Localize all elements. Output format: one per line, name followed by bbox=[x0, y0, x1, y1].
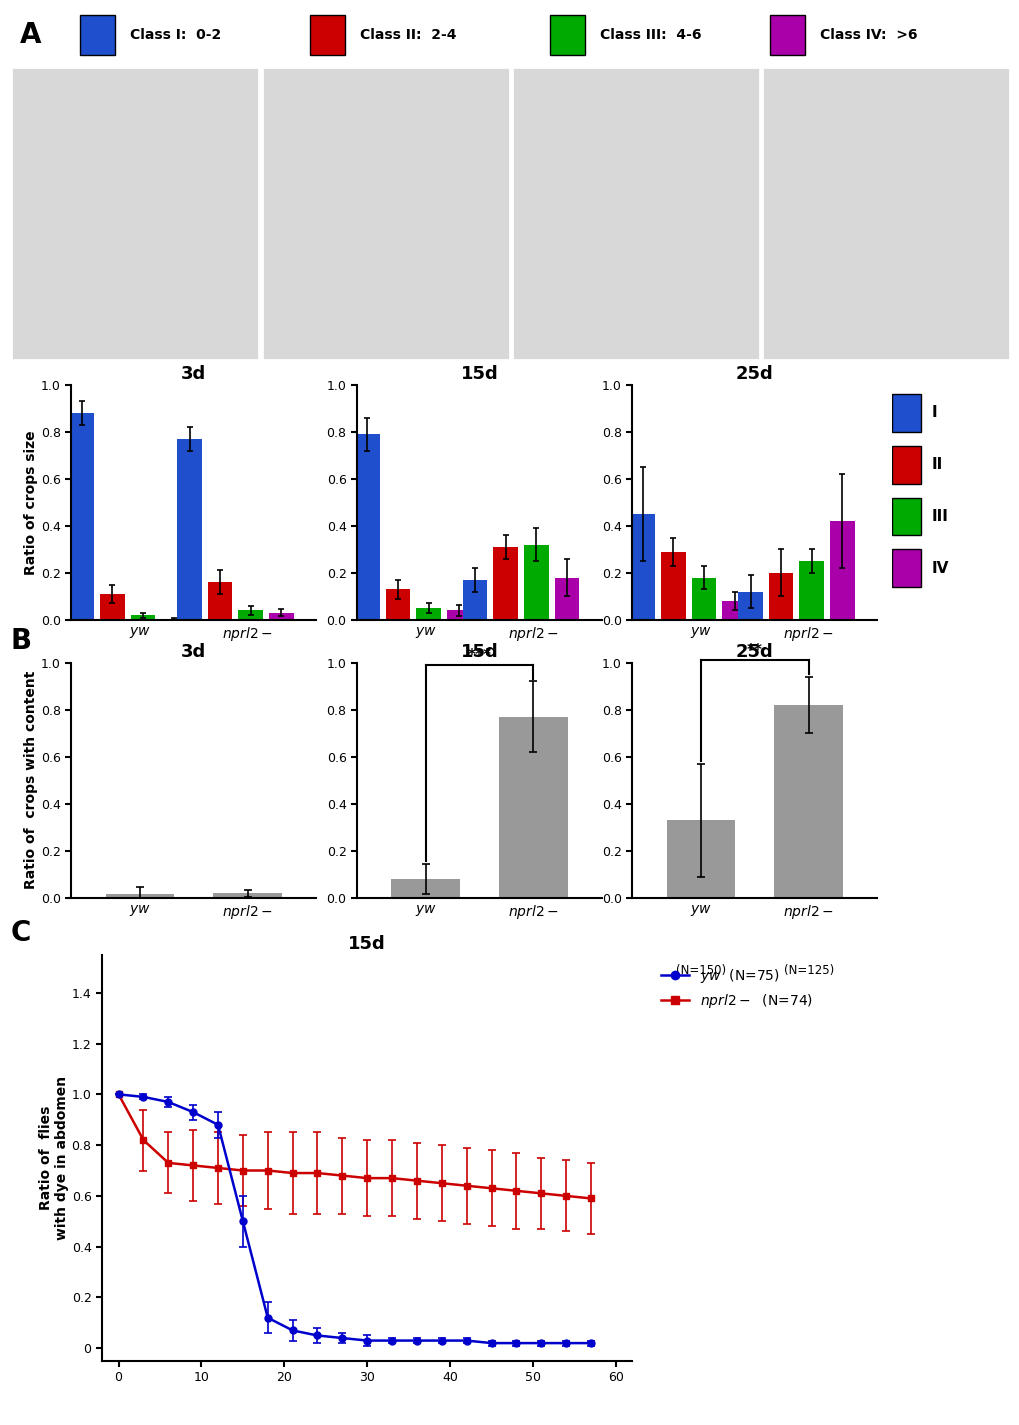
Text: **: ** bbox=[746, 643, 762, 658]
Y-axis label: Ratio of  flies
with dye in abdomen: Ratio of flies with dye in abdomen bbox=[39, 1076, 68, 1240]
Title: 15d: 15d bbox=[347, 935, 386, 953]
Bar bbox=[498, 717, 567, 898]
Text: ***: *** bbox=[467, 647, 491, 663]
Text: C: C bbox=[10, 919, 31, 948]
Bar bbox=[666, 821, 735, 898]
Text: (N=117): (N=117) bbox=[507, 685, 557, 698]
Text: (N=150): (N=150) bbox=[676, 963, 726, 976]
Text: IV: IV bbox=[930, 560, 948, 576]
Bar bbox=[238, 610, 263, 620]
FancyBboxPatch shape bbox=[11, 67, 259, 361]
Text: III: III bbox=[930, 509, 948, 524]
Bar bbox=[691, 577, 715, 620]
FancyBboxPatch shape bbox=[761, 67, 1009, 361]
Bar bbox=[829, 522, 854, 620]
Bar bbox=[177, 439, 202, 620]
Bar bbox=[446, 610, 471, 620]
Bar bbox=[721, 601, 746, 620]
Text: I: I bbox=[930, 406, 936, 420]
Bar bbox=[385, 590, 410, 620]
FancyBboxPatch shape bbox=[261, 67, 510, 361]
Bar bbox=[660, 551, 685, 620]
Bar bbox=[69, 413, 94, 620]
Legend: $\it{yw}$  (N=75), $\it{nprl2-}$  (N=74): $\it{yw}$ (N=75), $\it{nprl2-}$ (N=74) bbox=[654, 962, 817, 1016]
Bar bbox=[269, 613, 293, 620]
FancyBboxPatch shape bbox=[512, 67, 759, 361]
Bar bbox=[208, 583, 232, 620]
Text: (N=125): (N=125) bbox=[783, 963, 833, 976]
Text: Class I:  0-2: Class I: 0-2 bbox=[130, 28, 221, 41]
Title: 25d: 25d bbox=[735, 365, 773, 383]
Title: 3d: 3d bbox=[181, 365, 206, 383]
Bar bbox=[463, 580, 487, 620]
Bar bbox=[524, 544, 548, 620]
Title: 3d: 3d bbox=[181, 643, 206, 661]
Bar bbox=[106, 895, 174, 898]
Bar bbox=[130, 616, 155, 620]
Bar bbox=[213, 893, 281, 898]
FancyBboxPatch shape bbox=[81, 14, 115, 56]
Bar bbox=[416, 608, 440, 620]
Bar bbox=[493, 547, 518, 620]
Text: (N=122): (N=122) bbox=[115, 963, 165, 976]
Bar bbox=[773, 705, 842, 898]
Text: A: A bbox=[20, 21, 42, 48]
Text: (N=125): (N=125) bbox=[783, 685, 833, 698]
Text: (N=122): (N=122) bbox=[115, 685, 165, 698]
FancyBboxPatch shape bbox=[892, 395, 920, 432]
Bar bbox=[630, 514, 654, 620]
Text: (N=122): (N=122) bbox=[222, 963, 272, 976]
Text: B: B bbox=[10, 627, 32, 656]
Text: (N=122): (N=122) bbox=[222, 685, 272, 698]
Bar bbox=[738, 591, 762, 620]
FancyBboxPatch shape bbox=[769, 14, 804, 56]
Text: Class IV:  >6: Class IV: >6 bbox=[819, 28, 916, 41]
Text: (N=117): (N=117) bbox=[400, 685, 450, 698]
Text: (N=178): (N=178) bbox=[400, 963, 450, 976]
Y-axis label: Ratio of crops size: Ratio of crops size bbox=[24, 430, 38, 574]
FancyBboxPatch shape bbox=[892, 446, 920, 483]
Bar bbox=[100, 594, 124, 620]
FancyBboxPatch shape bbox=[892, 550, 920, 587]
Bar bbox=[554, 577, 579, 620]
Text: Class II:  2-4: Class II: 2-4 bbox=[360, 28, 457, 41]
Bar bbox=[391, 879, 460, 898]
Bar bbox=[799, 561, 823, 620]
FancyBboxPatch shape bbox=[549, 14, 585, 56]
Bar bbox=[355, 435, 379, 620]
Text: Class III:  4-6: Class III: 4-6 bbox=[599, 28, 701, 41]
Text: (N=177): (N=177) bbox=[507, 963, 557, 976]
Bar bbox=[768, 573, 793, 620]
Title: 15d: 15d bbox=[460, 643, 498, 661]
Title: 25d: 25d bbox=[735, 643, 773, 661]
FancyBboxPatch shape bbox=[892, 497, 920, 536]
Y-axis label: Ratio of  crops with content: Ratio of crops with content bbox=[24, 671, 38, 889]
FancyBboxPatch shape bbox=[310, 14, 344, 56]
Text: (N=150): (N=150) bbox=[676, 685, 726, 698]
Title: 15d: 15d bbox=[460, 365, 498, 383]
Text: II: II bbox=[930, 457, 942, 472]
